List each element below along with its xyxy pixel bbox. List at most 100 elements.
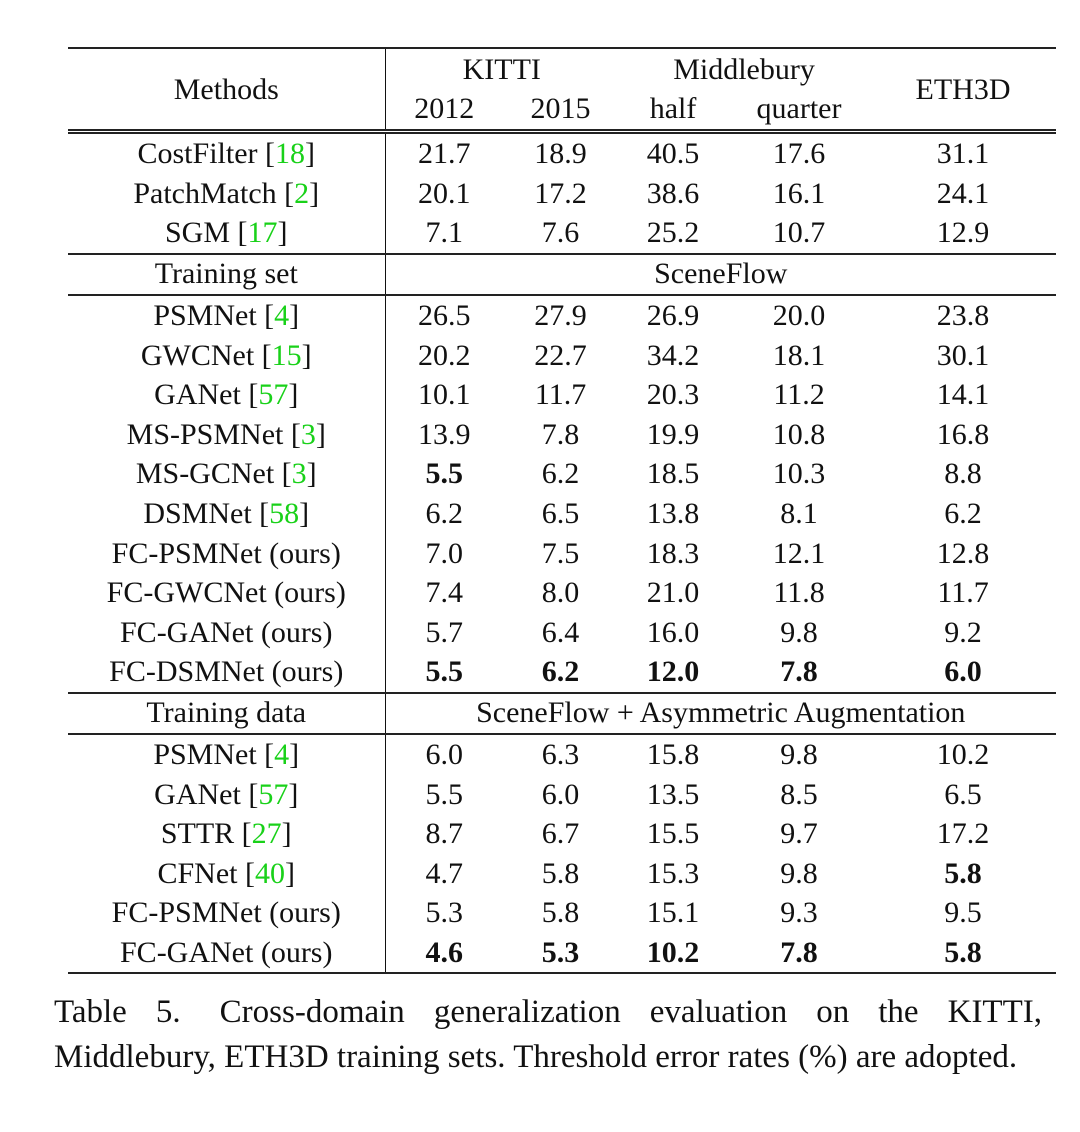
value: 14.1	[936, 378, 990, 412]
kitti-header: KITTI	[385, 47, 619, 89]
value: 5.8	[541, 896, 580, 930]
value-cell: 20.0	[728, 293, 871, 336]
value: 5.3	[425, 896, 464, 930]
best-value: 5.8	[944, 935, 982, 969]
value-cell: 12.0	[618, 652, 728, 693]
citation-link[interactable]: 18	[275, 137, 305, 171]
method-cell: FC-GANet (ours)	[68, 932, 386, 975]
table-row: PSMNet [4] 26.5 27.9 26.9 20.0 23.8	[68, 293, 1057, 336]
value: 11.7	[937, 576, 989, 610]
best-value: 5.5	[425, 655, 464, 689]
citation-link[interactable]: 57	[258, 777, 289, 811]
value-cell: 10.1	[385, 375, 503, 415]
method-cell: DSMNet [58]	[68, 493, 386, 534]
citation-link[interactable]: 15	[271, 338, 302, 372]
value: 22.7	[534, 338, 587, 372]
value: 12.1	[772, 536, 826, 570]
value-cell: 9.8	[728, 613, 870, 653]
value-cell: 5.7	[385, 613, 503, 653]
method-name: GWCNet	[140, 338, 255, 372]
citation-link[interactable]: 3	[300, 417, 316, 451]
value: 11.2	[773, 378, 825, 412]
value: 6.2	[944, 497, 982, 531]
method-cell: SGM [17]	[68, 213, 386, 254]
method-cell: PSMNet [4]	[68, 293, 386, 336]
value: 6.0	[541, 777, 580, 811]
middlebury-quarter-header: quarter	[756, 92, 842, 125]
section-header-row: Training set SceneFlow	[68, 252, 1057, 295]
value: 17.2	[534, 176, 587, 210]
value: 23.8	[936, 299, 990, 333]
best-value: 10.2	[646, 935, 700, 969]
value-cell: 21.0	[618, 573, 728, 613]
value: 19.9	[646, 417, 700, 451]
value-cell: 9.7	[728, 814, 870, 854]
value-cell: 11.8	[728, 573, 870, 613]
value: 13.8	[646, 497, 700, 531]
method-name: FC-GANet (ours)	[120, 935, 333, 969]
citation-link[interactable]: 4	[274, 299, 290, 333]
value-cell: 22.7	[503, 335, 618, 375]
value-cell: 6.4	[503, 613, 618, 653]
value: 26.9	[646, 299, 700, 333]
method-name: FC-GWCNet (ours)	[106, 576, 346, 610]
value-cell: 6.5	[870, 774, 1056, 814]
value-cell: 7.4	[385, 573, 503, 613]
value-cell: 15.8	[618, 732, 729, 775]
value: 20.1	[418, 176, 471, 210]
header-row-1: Methods KITTI Middlebury ETH3D	[68, 47, 1057, 132]
citation-link[interactable]: 57	[258, 378, 289, 412]
value-cell: 5.3	[385, 893, 503, 933]
citation-link[interactable]: 27	[251, 817, 282, 851]
best-value: 7.8	[780, 655, 818, 689]
citation-link[interactable]: 58	[269, 497, 300, 531]
value-cell: 25.2	[618, 213, 728, 254]
value-cell: 20.3	[618, 375, 728, 415]
value: 12.9	[936, 216, 990, 250]
value-cell: 11.7	[503, 375, 618, 415]
value: 17.2	[936, 817, 990, 851]
value: 8.1	[780, 497, 818, 531]
value-cell: 4.6	[385, 932, 503, 975]
value-cell: 14.1	[870, 375, 1056, 415]
citation-link[interactable]: 40	[255, 856, 285, 890]
methods-header: Methods	[68, 47, 386, 132]
method-name: MS-PSMNet	[126, 417, 284, 451]
value: 7.5	[541, 536, 580, 570]
value: 21.7	[418, 137, 471, 171]
method-cell: PatchMatch [2]	[68, 173, 386, 214]
value: 6.7	[541, 817, 580, 851]
value-cell: 13.5	[618, 774, 728, 814]
best-value: 4.6	[425, 935, 464, 969]
value-cell: 6.0	[385, 732, 503, 775]
value: 7.8	[541, 417, 580, 451]
caption-text: Cross-domain generalization evaluation o…	[54, 994, 1042, 1075]
value: 15.3	[646, 856, 700, 890]
value-cell: 8.1	[728, 494, 870, 534]
value-cell: 21.7	[385, 128, 503, 174]
method-name: GANet	[154, 777, 241, 811]
section-header-row: Training data SceneFlow + Asymmetric Augm…	[68, 691, 1057, 734]
value: 6.5	[944, 777, 982, 811]
value: 31.1	[936, 137, 990, 171]
citation-link[interactable]: 17	[247, 216, 278, 250]
citation-link[interactable]: 2	[294, 176, 310, 210]
value-cell: 16.1	[728, 174, 870, 214]
value-cell: 6.2	[503, 652, 618, 693]
value: 9.5	[944, 896, 982, 930]
value-cell: 6.0	[870, 652, 1056, 693]
results-table-container: Methods KITTI Middlebury ETH3D 2012 2015…	[68, 47, 1057, 975]
value: 18.3	[646, 536, 700, 570]
method-cell: GANet [57]	[68, 774, 386, 814]
value-cell: 8.5	[728, 774, 870, 814]
table-row: GANet [57] 10.1 11.7 20.3 11.2 14.1	[68, 374, 1056, 415]
value-cell: 13.8	[618, 494, 728, 534]
citation-link[interactable]: 4	[274, 738, 290, 772]
value: 10.3	[772, 457, 826, 491]
value: 11.7	[534, 378, 587, 412]
value: 16.8	[936, 417, 990, 451]
value-cell: 11.2	[728, 375, 870, 415]
citation-link[interactable]: 3	[291, 457, 307, 491]
value-cell: 11.7	[870, 573, 1056, 613]
value-cell: 15.1	[618, 893, 728, 933]
